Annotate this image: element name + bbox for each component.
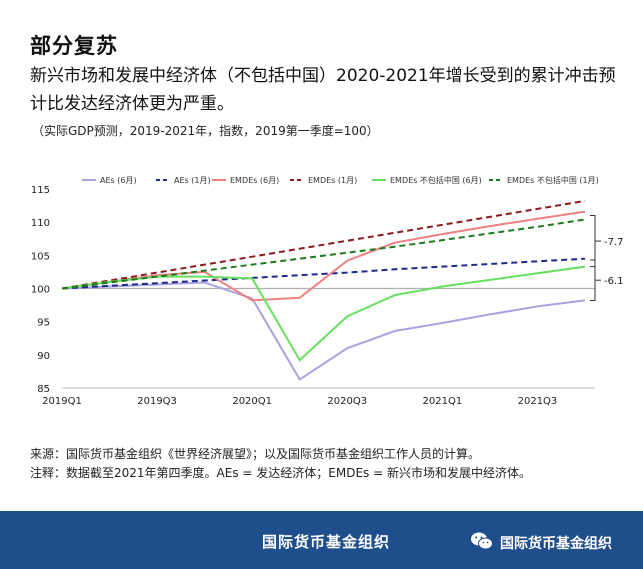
y-tick-label: 110 xyxy=(31,218,50,229)
legend-label-5: EMDEs 不包括中国 (1月) xyxy=(507,175,599,185)
legend-label-3: EMDEs (1月) xyxy=(308,176,357,185)
y-tick-label: 115 xyxy=(31,185,50,196)
legend-label-4: EMDEs 不包括中国 (6月) xyxy=(390,175,482,185)
series-line-4 xyxy=(61,265,586,362)
legend-label-0: AEs (6月) xyxy=(100,176,137,185)
wechat-icon xyxy=(471,532,493,550)
chart-legend: AEs (6月) AEs (1月) EMDEs (6月) EMDEs (1月) EMDE… xyxy=(82,175,599,185)
chart-series xyxy=(61,199,586,381)
y-tick-label: 100 xyxy=(31,285,50,296)
series-line-0 xyxy=(61,281,586,381)
footer-banner: 国际货币基金组织 国际货币基金组织 xyxy=(0,511,643,569)
annotation-label-1: -6.1 xyxy=(604,276,624,287)
annotation-label-0: -7.7 xyxy=(604,237,624,248)
line-chart: AEs (6月) AEs (1月) EMDEs (6月) EMDEs (1月) EMDE… xyxy=(31,175,624,407)
series-line-3 xyxy=(61,199,586,290)
y-tick-label: 90 xyxy=(37,351,50,362)
chart-subtitle: 新兴市场和发展中经济体（不包括中国）2020-2021年增长受到的累计冲击预计比… xyxy=(30,66,616,114)
x-tick-label: 2021Q1 xyxy=(423,396,463,407)
legend-label-2: EMDEs (6月) xyxy=(230,176,279,185)
x-tick-label: 2019Q3 xyxy=(137,396,177,407)
series-line-2 xyxy=(61,210,586,302)
x-tick-label: 2020Q1 xyxy=(232,396,272,407)
chart-annotations: -7.7 -6.1 xyxy=(590,215,624,301)
annotation-bracket-1 xyxy=(590,259,596,301)
chart-title: 部分复苏 xyxy=(30,34,118,58)
x-tick-label: 2021Q3 xyxy=(518,396,558,407)
chart-units-note: （实际GDP预测，2019-2021年，指数，2019第一季度=100） xyxy=(32,124,379,138)
x-tick-label: 2019Q1 xyxy=(42,396,82,407)
source-note: 来源：国际货币基金组织《世界经济展望》；以及国际货币基金组织工作人员的计算。 xyxy=(30,447,481,461)
series-line-1 xyxy=(61,257,586,290)
y-tick-label: 85 xyxy=(37,384,50,395)
org-name: 国际货币基金组织 xyxy=(262,533,391,551)
wechat-account-name: 国际货币基金组织 xyxy=(500,536,612,552)
legend-label-1: AEs (1月) xyxy=(174,176,211,185)
footnote: 注释：数据截至2021年第四季度。AEs = 发达经济体；EMDEs = 新兴市… xyxy=(30,466,531,480)
y-tick-label: 105 xyxy=(31,251,50,262)
x-tick-label: 2020Q3 xyxy=(327,396,367,407)
chart-axes: 85 90 95 100 105 110 115 2019Q1 2019Q3 2020Q1 2020… xyxy=(31,185,595,407)
annotation-bracket-0 xyxy=(590,215,596,268)
series-line-5 xyxy=(61,218,586,290)
y-tick-label: 95 xyxy=(37,318,50,329)
